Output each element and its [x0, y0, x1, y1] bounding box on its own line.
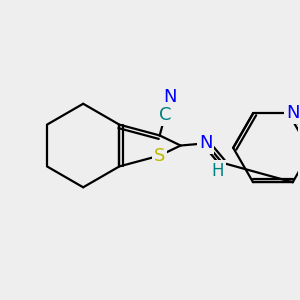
- Text: S: S: [154, 147, 165, 165]
- Text: N: N: [286, 104, 299, 122]
- Text: H: H: [212, 162, 224, 180]
- Text: N: N: [199, 134, 213, 152]
- Text: C: C: [159, 106, 171, 124]
- Text: N: N: [164, 88, 177, 106]
